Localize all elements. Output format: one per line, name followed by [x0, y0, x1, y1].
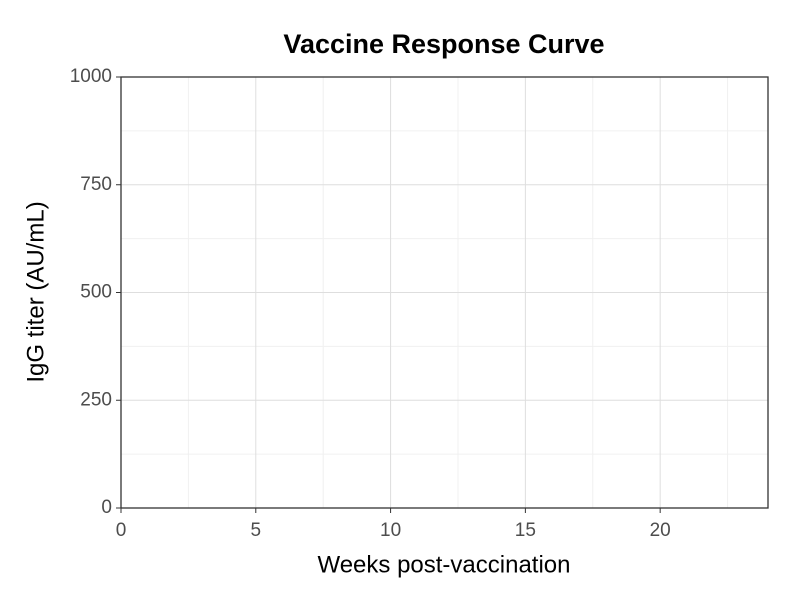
x-tick-label: 20 [650, 520, 671, 541]
y-tick-label: 0 [101, 497, 112, 518]
y-tick-label: 1000 [70, 66, 112, 87]
x-tick-label: 0 [116, 520, 127, 541]
panel-border [120, 76, 769, 509]
y-tick-label: 500 [80, 282, 112, 303]
axes: 0 5 10 15 20 0 250 500 750 1000 [70, 66, 769, 541]
x-tick-label: 10 [380, 520, 401, 541]
x-tick-label: 15 [515, 520, 536, 541]
y-tick-label: 250 [80, 389, 112, 410]
grid [120, 76, 768, 509]
chart-title: Vaccine Response Curve [283, 29, 604, 59]
y-tick-label: 750 [80, 174, 112, 195]
x-tick-label: 5 [251, 520, 262, 541]
y-axis-title: IgG titer (AU/mL) [22, 201, 49, 382]
x-axis-title: Weeks post-vaccination [317, 551, 570, 578]
